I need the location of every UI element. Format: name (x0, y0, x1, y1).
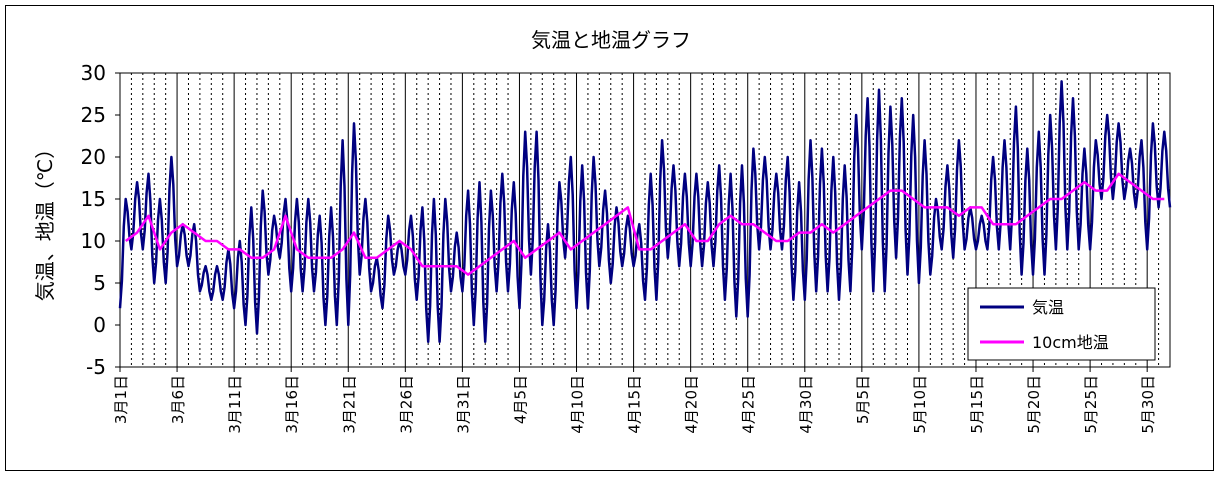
y-tick-label: -5 (86, 355, 106, 379)
series-line-air-temp (118, 80, 1172, 344)
x-tick-label: 5月5日 (854, 375, 872, 424)
y-tick-label: 20 (81, 145, 106, 169)
x-tick-label: 3月21日 (340, 375, 358, 434)
y-tick-label: 30 (81, 61, 106, 85)
y-tick-label: 15 (81, 187, 106, 211)
chart-title: 気温と地温グラフ (531, 28, 691, 52)
x-tick-label: 5月20日 (1025, 375, 1043, 434)
axis-layer: -5 0 5 10 15 20 25 30 3月1日 3月6日 3月11日 3月16日 3月21日 3月2… (81, 61, 1158, 434)
series-layer (118, 80, 1172, 344)
x-tick-label: 4月25日 (740, 375, 758, 434)
series-line-soil-temp (124, 172, 1165, 276)
x-tick-label: 3月1日 (112, 375, 130, 424)
x-tick-label: 3月26日 (397, 375, 415, 434)
x-tick-label: 3月6日 (169, 375, 187, 424)
x-tick-label: 3月11日 (226, 375, 244, 434)
x-tick-label: 4月5日 (511, 375, 529, 424)
x-tick-label: 5月25日 (1082, 375, 1100, 434)
y-axis-label: 気温、地温（℃） (33, 139, 57, 301)
x-tick-label: 5月30日 (1139, 375, 1157, 434)
x-tick-label: 4月20日 (683, 375, 701, 434)
x-tick-label: 3月16日 (283, 375, 301, 434)
legend-label-soil-temp: 10cm地温 (1032, 333, 1109, 352)
y-tick-label: 0 (93, 313, 106, 337)
x-tick-label: 5月10日 (911, 375, 929, 434)
legend-label-air-temp: 気温 (1032, 298, 1064, 317)
x-tick-label: 4月30日 (797, 375, 815, 434)
y-tick-label: 5 (93, 271, 106, 295)
x-tick-label: 5月15日 (968, 375, 986, 434)
x-tick-label: 4月10日 (569, 375, 587, 434)
x-tick-label: 3月31日 (454, 375, 472, 434)
y-tick-label: 25 (81, 103, 106, 127)
x-tick-label: 4月15日 (626, 375, 644, 434)
y-tick-label: 10 (81, 229, 106, 253)
legend: 気温 10cm地温 (967, 287, 1156, 361)
legend-box (967, 287, 1156, 361)
